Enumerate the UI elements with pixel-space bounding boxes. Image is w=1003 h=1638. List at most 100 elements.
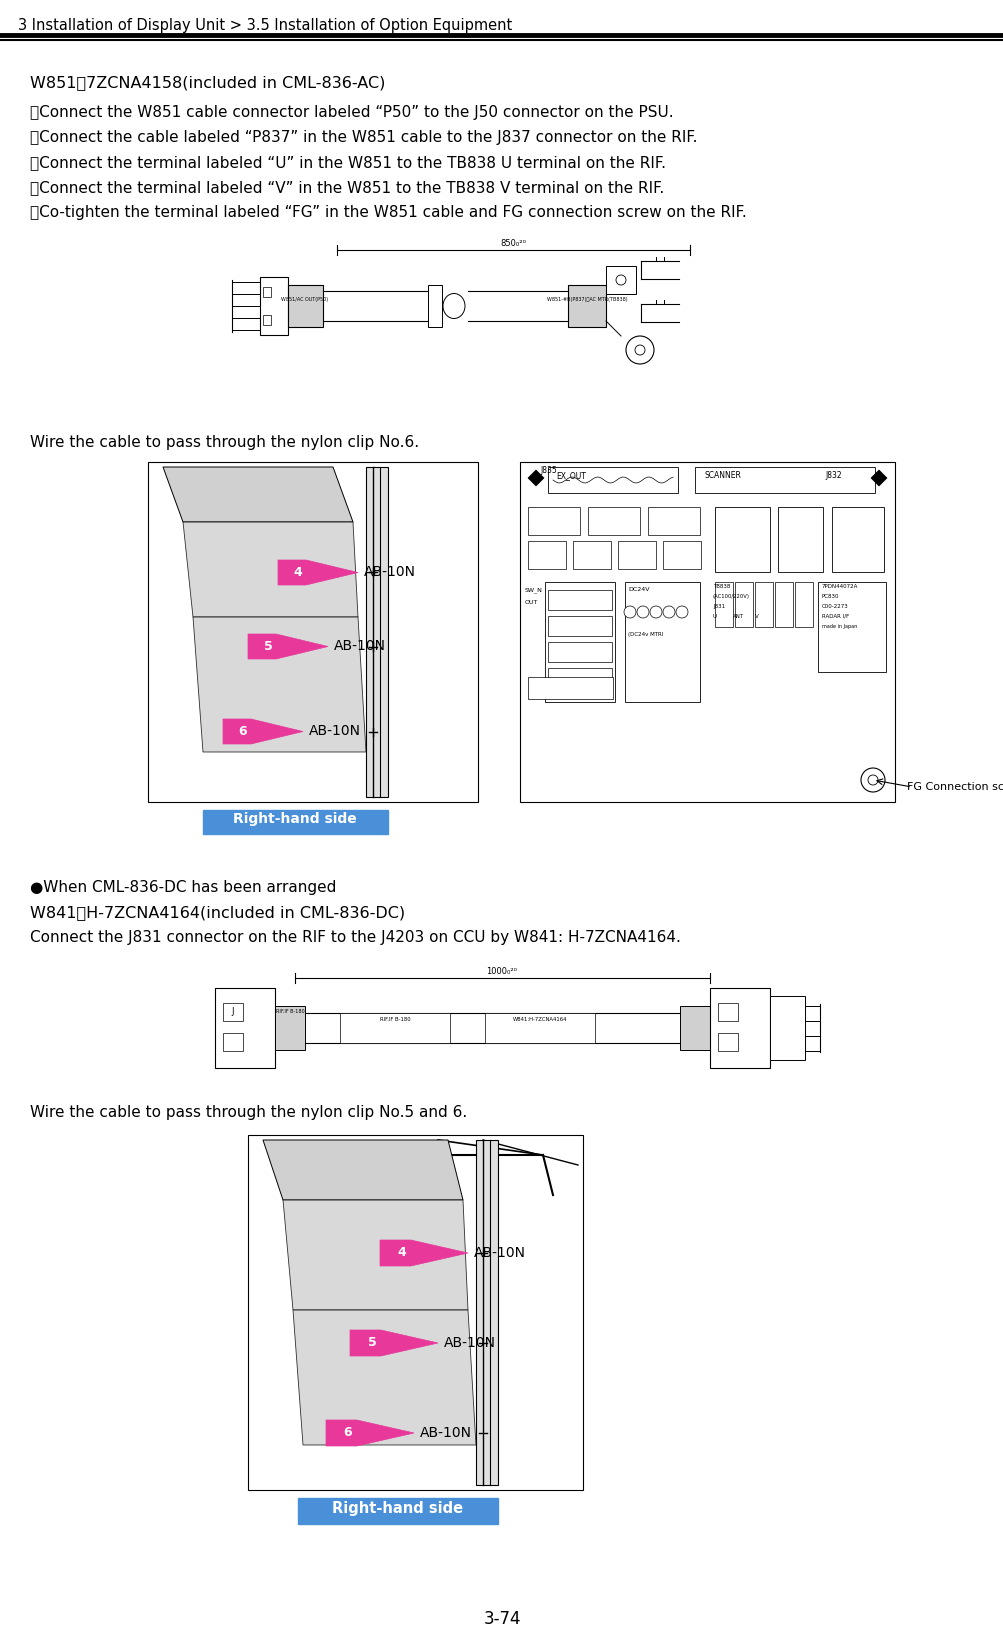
Polygon shape (379, 1240, 467, 1266)
Text: (AC100/220V): (AC100/220V) (712, 595, 749, 600)
Text: V: V (754, 614, 758, 619)
Text: FG Connection screw: FG Connection screw (906, 781, 1003, 793)
Text: 6: 6 (239, 726, 247, 739)
Polygon shape (326, 1420, 413, 1446)
Circle shape (636, 606, 648, 618)
Circle shape (634, 346, 644, 355)
Text: ・Connect the cable labeled “P837” in the W851 cable to the J837 connector on the: ・Connect the cable labeled “P837” in the… (30, 129, 697, 146)
Bar (475, 1140, 497, 1486)
Circle shape (675, 606, 687, 618)
Bar (618, 541, 655, 568)
Bar (427, 285, 441, 328)
Text: 1000₀²⁰: 1000₀²⁰ (486, 966, 517, 976)
Text: ・Connect the terminal labeled “V” in the W851 to the TB838 V terminal on the RIF: ・Connect the terminal labeled “V” in the… (30, 180, 664, 195)
Bar (340, 1012, 449, 1043)
Bar (606, 265, 635, 293)
Bar (528, 676, 613, 699)
Text: Wire the cable to pass through the nylon clip No.5 and 6.: Wire the cable to pass through the nylon… (30, 1106, 466, 1120)
Polygon shape (283, 1201, 467, 1310)
Text: 4: 4 (293, 567, 302, 578)
Bar (484, 1012, 595, 1043)
Text: J: J (232, 1006, 234, 1016)
Ellipse shape (442, 293, 464, 318)
Bar (545, 581, 615, 703)
Bar (777, 508, 822, 572)
Circle shape (626, 336, 653, 364)
Text: J832: J832 (824, 472, 841, 480)
Bar (817, 581, 885, 672)
Bar (366, 467, 387, 798)
Text: SW_N: SW_N (525, 586, 543, 593)
Bar (754, 581, 772, 627)
Bar (548, 616, 612, 636)
Bar (223, 1034, 243, 1052)
Polygon shape (263, 1140, 462, 1201)
Text: ・Connect the W851 cable connector labeled “P50” to the J50 connector on the PSU.: ・Connect the W851 cable connector labele… (30, 105, 673, 120)
Circle shape (624, 606, 635, 618)
Bar (694, 467, 875, 493)
Text: AB-10N: AB-10N (334, 639, 385, 654)
Bar (248, 1135, 583, 1491)
Bar (714, 581, 732, 627)
Text: 5: 5 (367, 1337, 376, 1350)
Text: SCANNER: SCANNER (704, 472, 741, 480)
Polygon shape (193, 618, 366, 752)
Bar (662, 541, 700, 568)
Text: 6: 6 (343, 1427, 352, 1440)
Text: Right-hand side: Right-hand side (332, 1500, 463, 1517)
Bar (215, 988, 275, 1068)
Polygon shape (278, 560, 358, 585)
Text: ANT: ANT (732, 614, 743, 619)
Polygon shape (248, 634, 328, 658)
Circle shape (868, 775, 878, 785)
Bar (679, 1006, 709, 1050)
Bar (528, 508, 580, 536)
Bar (147, 462, 477, 803)
Bar (734, 581, 752, 627)
Text: RIF.IF B-180: RIF.IF B-180 (379, 1017, 410, 1022)
Bar (625, 581, 699, 703)
Bar (647, 508, 699, 536)
Text: 7PDN44072A: 7PDN44072A (821, 585, 858, 590)
Bar (717, 1002, 737, 1020)
Polygon shape (528, 470, 544, 486)
Text: AB-10N: AB-10N (473, 1247, 526, 1260)
Bar (831, 508, 883, 572)
Text: Wire the cable to pass through the nylon clip No.6.: Wire the cable to pass through the nylon… (30, 436, 418, 450)
Text: 4: 4 (397, 1247, 406, 1260)
Bar (573, 541, 611, 568)
Bar (298, 1499, 497, 1523)
Bar (548, 668, 612, 688)
Text: W851：7ZCNA4158(included in CML-836-AC): W851：7ZCNA4158(included in CML-836-AC) (30, 75, 385, 90)
Text: 850₀²⁰: 850₀²⁰ (499, 239, 526, 247)
Bar (717, 1034, 737, 1052)
Text: AB-10N: AB-10N (419, 1427, 471, 1440)
Text: EX_OUT: EX_OUT (556, 472, 586, 480)
Bar (528, 541, 566, 568)
Text: OUT: OUT (525, 600, 538, 604)
Text: 5: 5 (264, 640, 272, 654)
Circle shape (649, 606, 661, 618)
Text: W851/AC OUT(P50): W851/AC OUT(P50) (281, 298, 328, 303)
Bar (774, 581, 792, 627)
Text: W841:H-7ZCNA4164: W841:H-7ZCNA4164 (513, 1017, 567, 1022)
Text: AB-10N: AB-10N (309, 724, 361, 739)
Polygon shape (162, 467, 353, 523)
Text: made in Japan: made in Japan (821, 624, 857, 629)
Circle shape (861, 768, 884, 793)
Text: RIF.IF B-180: RIF.IF B-180 (276, 1009, 304, 1014)
Bar (203, 811, 387, 834)
Text: TB838: TB838 (712, 585, 729, 590)
Text: ・Co-tighten the terminal labeled “FG” in the W851 cable and FG connection screw : ・Co-tighten the terminal labeled “FG” in… (30, 205, 746, 219)
Bar (263, 287, 271, 296)
Text: Right-hand side: Right-hand side (233, 812, 356, 826)
Polygon shape (871, 470, 886, 486)
Circle shape (616, 275, 626, 285)
Bar (548, 467, 677, 493)
Bar (769, 996, 804, 1060)
Text: (DC24v MTRI: (DC24v MTRI (627, 632, 663, 637)
Bar (520, 462, 894, 803)
Polygon shape (183, 523, 358, 618)
Text: J835: J835 (540, 465, 557, 475)
Bar (588, 508, 639, 536)
